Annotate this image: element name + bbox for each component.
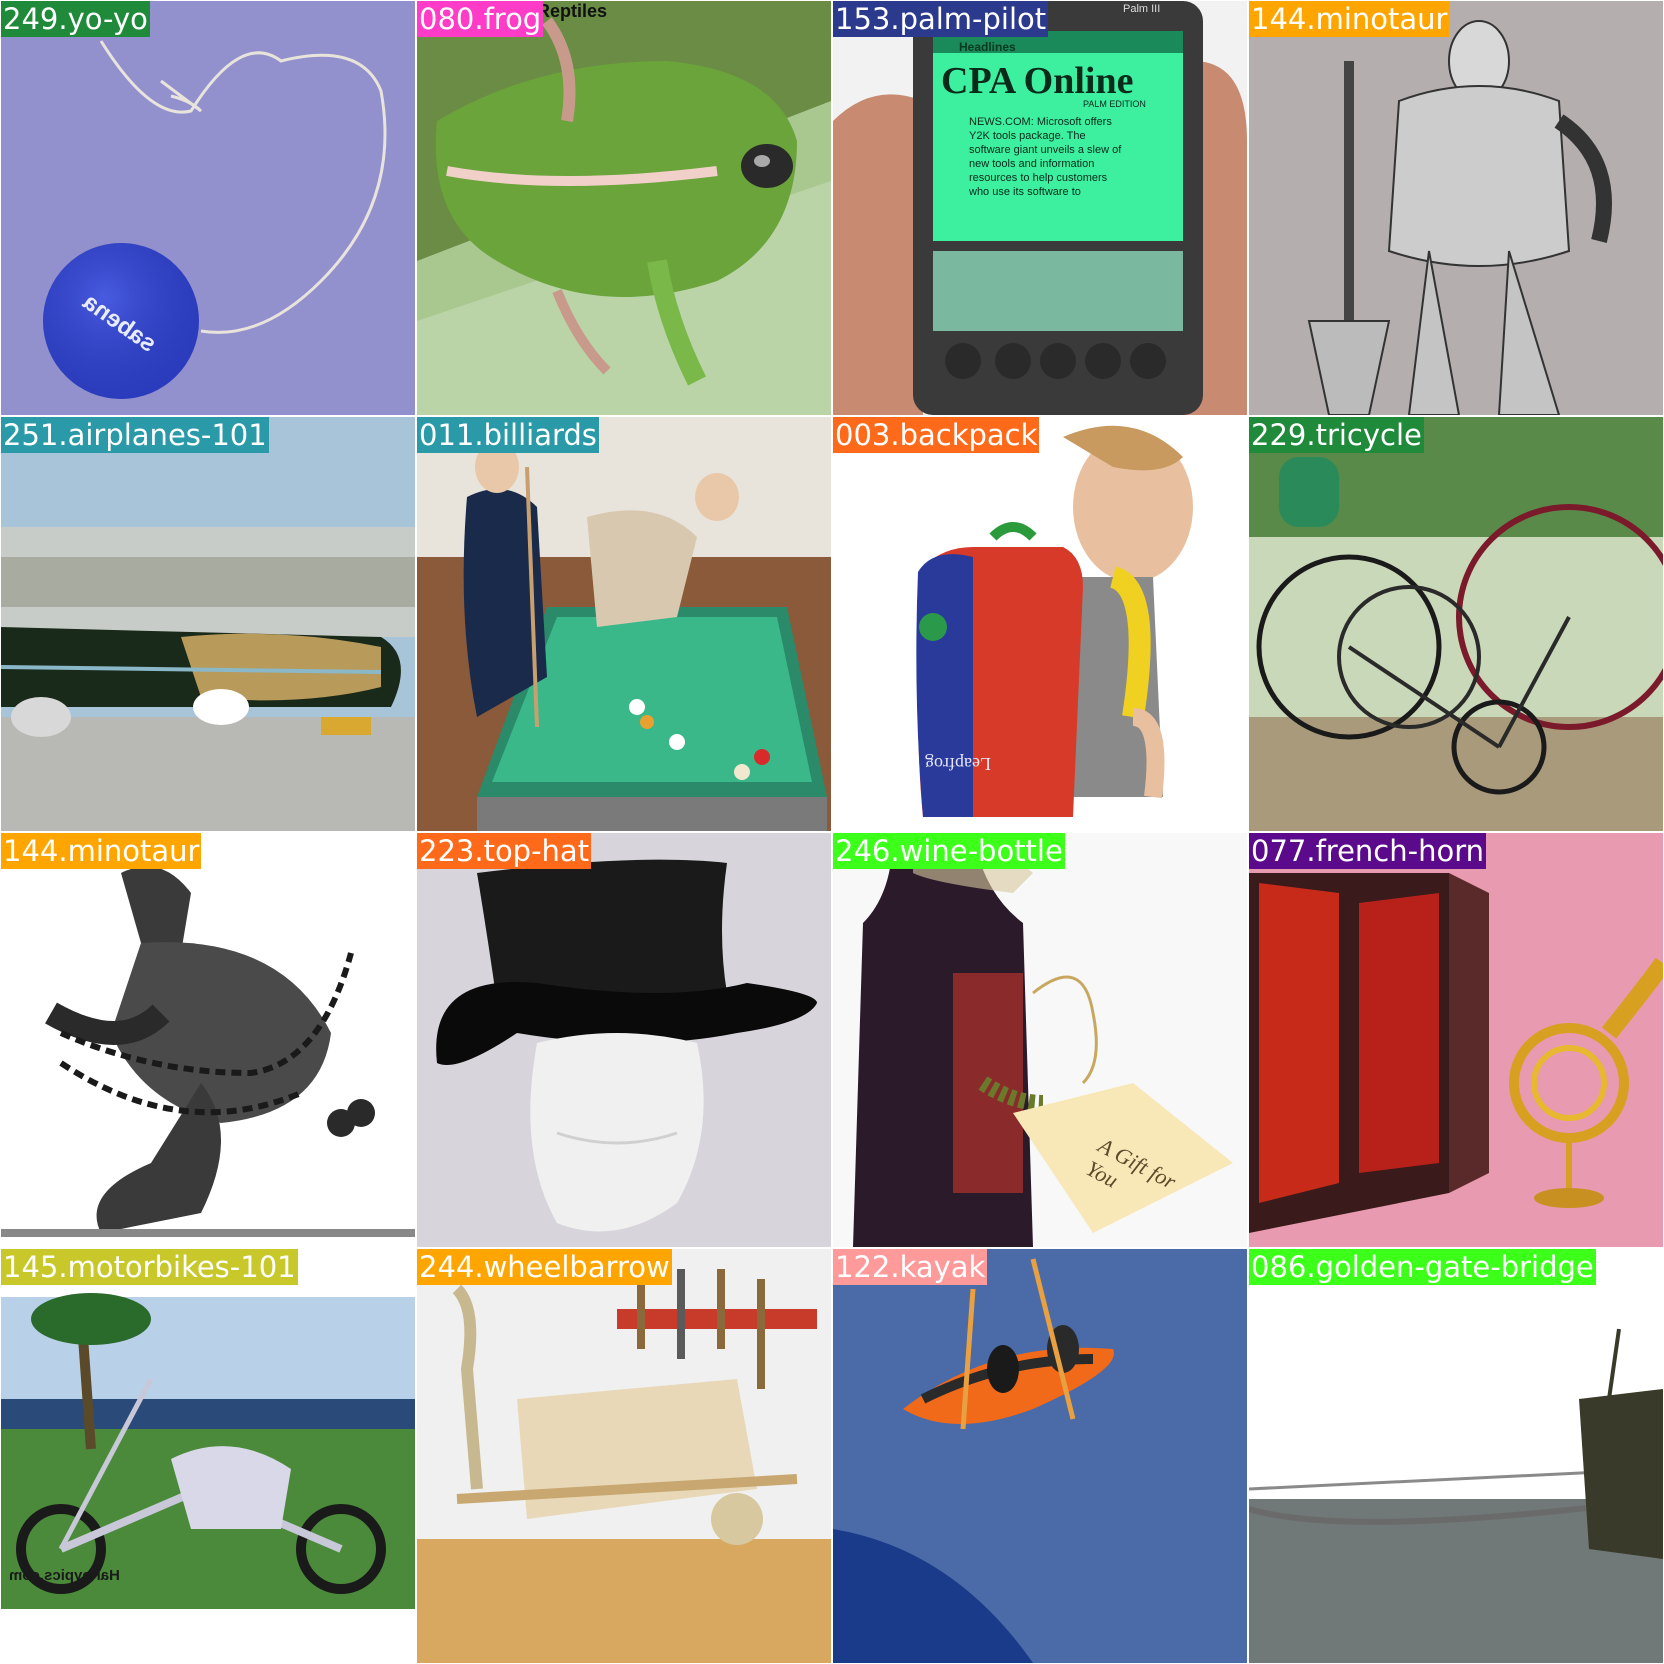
- tile-label: 229.tricycle: [1249, 417, 1424, 453]
- palm-pilot-photo: [833, 1, 1247, 415]
- tile-label: 144.minotaur: [1, 833, 202, 869]
- tile-golden-gate-bridge: 086.golden-gate-bridge: [1249, 1249, 1663, 1663]
- tile-label: 246.wine-bottle: [833, 833, 1065, 869]
- airplane-photo: [1, 417, 415, 831]
- motorbike-watermark: Harleypics.com: [9, 1567, 120, 1584]
- tile-backpack: Leapfrog 003.backpack: [833, 417, 1247, 831]
- kayak-photo: [833, 1249, 1247, 1663]
- palm-screen-subtitle: PALM EDITION: [1083, 99, 1146, 109]
- tile-label: 122.kayak: [833, 1249, 988, 1285]
- motorbike-photo: [1, 1249, 415, 1663]
- wine-bottle-photo: [833, 833, 1247, 1247]
- tricycle-photo: [1249, 417, 1663, 831]
- tile-wine-bottle: A Gift for You 246.wine-bottle: [833, 833, 1247, 1247]
- tile-wheelbarrow: 244.wheelbarrow: [417, 1249, 831, 1663]
- tile-billiards: 011.billiards: [417, 417, 831, 831]
- tile-label: 153.palm-pilot: [833, 1, 1049, 37]
- palm-brand: Palm III: [1123, 3, 1161, 15]
- tile-tricycle: 229.tricycle: [1249, 417, 1663, 831]
- tile-airplane: 251.airplanes-101: [1, 417, 415, 831]
- french-horn-photo: [1249, 833, 1663, 1247]
- tile-yo-yo: sabena 249.yo-yo: [1, 1, 415, 415]
- tile-label: 080.frog: [417, 1, 544, 37]
- frog-photo: [417, 1, 831, 415]
- tile-label: 003.backpack: [833, 417, 1040, 453]
- minotaur-illustration: [1, 833, 415, 1247]
- minotaur-drawing: [1249, 1, 1663, 415]
- tile-label: 077.french-horn: [1249, 833, 1486, 869]
- yo-yo-photo: sabena: [1, 1, 415, 415]
- tile-french-horn: 077.french-horn: [1249, 833, 1663, 1247]
- tile-label: 011.billiards: [417, 417, 599, 453]
- frog-caption: Reptiles: [537, 1, 608, 21]
- palm-screen-title: CPA Online: [941, 60, 1134, 102]
- tile-label: 251.airplanes-101: [1, 417, 269, 453]
- tile-motorbike: Harleypics.com 145.motorbikes-101: [1, 1249, 415, 1663]
- tile-label: 249.yo-yo: [1, 1, 150, 37]
- tile-label: 223.top-hat: [417, 833, 592, 869]
- billiards-photo: [417, 417, 831, 831]
- tile-frog: Reptiles 080.frog: [417, 1, 831, 415]
- palm-screen-header: Headlines: [959, 40, 1016, 54]
- tile-label: 145.motorbikes-101: [1, 1249, 298, 1285]
- golden-gate-photo: [1249, 1249, 1663, 1663]
- top-hat-photo: [417, 833, 831, 1247]
- tile-minotaur-2: 144.minotaur: [1, 833, 415, 1247]
- tile-kayak: 122.kayak: [833, 1249, 1247, 1663]
- palm-screen-body: NEWS.COM: Microsoft offers Y2K tools pac…: [969, 116, 1122, 198]
- backpack-brand: Leapfrog: [925, 754, 991, 774]
- tile-label: 144.minotaur: [1249, 1, 1450, 37]
- tile-label: 244.wheelbarrow: [417, 1249, 672, 1285]
- tile-minotaur: 144.minotaur: [1249, 1, 1663, 415]
- tile-top-hat: 223.top-hat: [417, 833, 831, 1247]
- wheelbarrow-photo: [417, 1249, 831, 1663]
- backpack-photo: [833, 417, 1247, 831]
- tile-label: 086.golden-gate-bridge: [1249, 1249, 1596, 1285]
- tile-palm-pilot: Palm III Headlines CPA Online PALM EDITI…: [833, 1, 1247, 415]
